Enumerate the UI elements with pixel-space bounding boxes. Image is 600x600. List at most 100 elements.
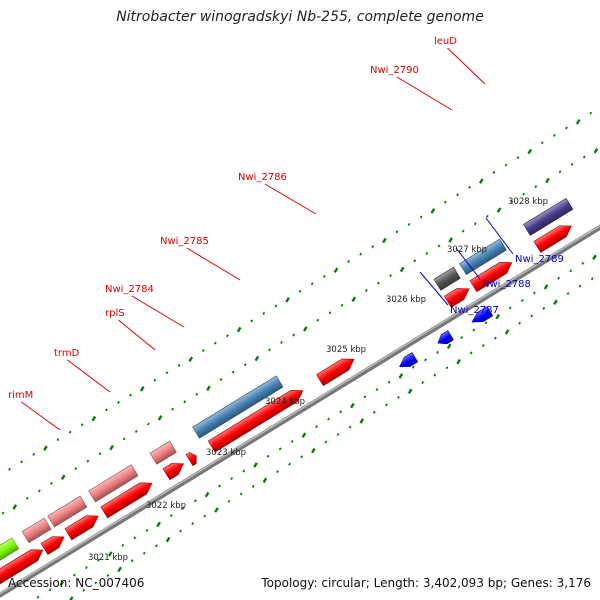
- grid-dot-0: [274, 304, 278, 308]
- dotted-grid: [1, 111, 599, 600]
- grid-dot-1: [303, 326, 308, 332]
- grid-dot-3: [518, 321, 521, 325]
- grid-dot-2: [520, 298, 524, 302]
- gene-label: trmD: [54, 348, 80, 359]
- grid-dot-3: [203, 514, 207, 518]
- grid-dot-0: [20, 460, 24, 464]
- grid-dot-3: [348, 425, 352, 429]
- grid-dot-0: [129, 393, 133, 397]
- grid-dot-2: [460, 336, 464, 340]
- cds-feature-7: [316, 358, 355, 387]
- grid-dot-1: [328, 311, 332, 315]
- gene-feature-2: [47, 495, 88, 528]
- grid-dot-1: [50, 481, 53, 485]
- grid-dot-3: [324, 440, 328, 444]
- grid-dot-3: [530, 314, 534, 318]
- grid-dot-1: [183, 400, 187, 404]
- grid-dot-3: [385, 403, 388, 407]
- tick-label: 3026 kbp: [386, 295, 426, 305]
- gene-feature-1-body: [21, 517, 52, 544]
- grid-dot-0: [371, 245, 375, 249]
- grid-dot-0: [575, 119, 581, 125]
- grid-dot-3: [456, 358, 461, 365]
- grid-dot-1: [377, 281, 380, 285]
- grid-dot-1: [109, 444, 114, 451]
- grid-dot-1: [254, 355, 260, 362]
- grid-dot-1: [195, 392, 199, 396]
- grid-dot-2: [495, 313, 500, 320]
- grid-dot-2: [253, 462, 258, 468]
- grid-dot-1: [522, 192, 526, 196]
- grid-dot-1: [1, 511, 5, 515]
- grid-dot-1: [122, 437, 126, 441]
- grid-dot-1: [351, 296, 357, 302]
- grid-dot-3: [142, 551, 146, 555]
- reverse-feature-0-body: [399, 352, 419, 367]
- cds-feature-5-body: [185, 452, 197, 467]
- grid-dot-3: [130, 559, 134, 563]
- grid-dot-0: [213, 341, 217, 345]
- grid-dot-0: [43, 445, 48, 452]
- grid-dot-3: [433, 373, 437, 377]
- grid-dot-1: [582, 155, 586, 159]
- grid-dot-3: [504, 329, 510, 335]
- grid-dot-1: [570, 162, 574, 166]
- grid-dot-3: [469, 351, 473, 355]
- grid-dot-3: [590, 277, 594, 281]
- gene-feature-7: [459, 238, 507, 276]
- grid-dot-2: [411, 365, 415, 369]
- gene-leader-line: [419, 271, 449, 306]
- grid-dot-0: [540, 141, 544, 145]
- gene-feature-6: [433, 266, 461, 291]
- gene-label: rplS: [105, 308, 125, 319]
- accession-text: Accession: NC_007406: [8, 576, 145, 590]
- grid-dot-1: [231, 370, 235, 374]
- grid-dot-1: [448, 237, 453, 243]
- grid-dot-2: [156, 521, 161, 528]
- cds-feature-1: [40, 536, 65, 555]
- gene-label: Nwi_2790: [370, 65, 419, 76]
- grid-dot-0: [139, 386, 145, 392]
- grid-dot-2: [181, 506, 185, 510]
- grid-dot-3: [566, 292, 570, 296]
- grid-dot-2: [97, 558, 100, 562]
- cds-feature-9: [469, 262, 513, 293]
- grid-dot-1: [268, 348, 271, 352]
- tick-label: 3025 kbp: [326, 345, 366, 355]
- cds-feature-6-body: [207, 390, 304, 453]
- grid-dot-3: [276, 470, 279, 474]
- grid-dot-1: [389, 274, 392, 278]
- grid-dot-1: [280, 340, 283, 344]
- grid-dot-1: [74, 467, 78, 471]
- tick-label: 3027 kbp: [447, 245, 487, 255]
- grid-dot-0: [56, 438, 60, 442]
- gene-feature-3-body: [88, 464, 139, 503]
- grid-dot-0: [8, 467, 11, 471]
- grid-dot-1: [134, 429, 138, 433]
- grid-dot-2: [484, 321, 488, 325]
- grid-dot-3: [372, 410, 376, 414]
- grid-dot-3: [311, 447, 316, 454]
- cds-feature-6: [207, 390, 304, 453]
- grid-dot-3: [542, 306, 546, 310]
- grid-dot-2: [36, 595, 40, 599]
- grid-dot-2: [508, 306, 512, 310]
- grid-dot-2: [107, 551, 113, 557]
- grid-dot-2: [387, 380, 391, 384]
- grid-dot-0: [188, 356, 194, 362]
- cds-feature-8: [443, 288, 470, 308]
- grid-dot-0: [262, 311, 266, 315]
- grid-dot-3: [227, 499, 231, 503]
- grid-dot-0: [347, 260, 350, 264]
- grid-dot-0: [68, 430, 72, 434]
- grid-dot-2: [557, 276, 561, 280]
- grid-dot-2: [363, 395, 367, 399]
- grid-dot-1: [473, 222, 477, 226]
- cds-feature-10-body: [533, 225, 572, 253]
- gene-label: Nwi_2789: [515, 254, 564, 265]
- grid-dot-0: [298, 289, 302, 293]
- backbone-line: [0, 224, 600, 598]
- grid-dot-1: [86, 459, 90, 463]
- grid-dot-0: [589, 111, 593, 115]
